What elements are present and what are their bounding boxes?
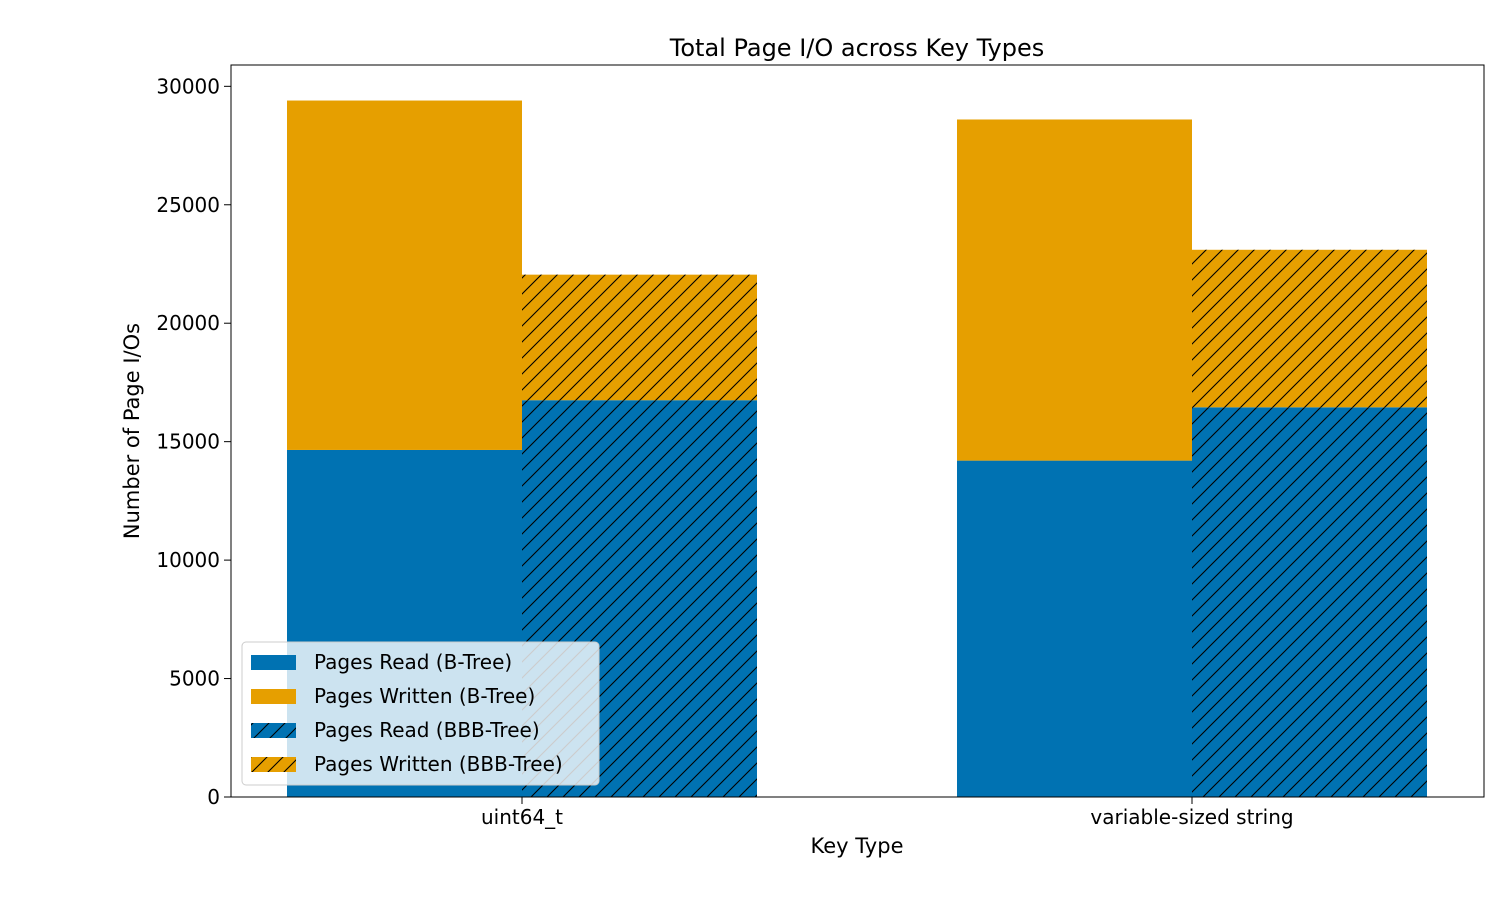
bar-bbb-tree-written-1 xyxy=(522,274,757,401)
legend: Pages Read (B-Tree) Pages Written (B-Tree… xyxy=(241,641,600,786)
y-tick-label: 20000 xyxy=(156,311,220,335)
legend-box xyxy=(241,641,600,786)
legend-label: Pages Written (B-Tree) xyxy=(314,684,535,708)
y-tick-label: 15000 xyxy=(156,430,220,454)
legend-swatch xyxy=(251,655,296,670)
x-tick-label: variable-sized string xyxy=(1090,805,1293,829)
legend-label: Pages Written (BBB-Tree) xyxy=(314,752,563,776)
plot-frame xyxy=(230,64,1485,798)
y-axis: 0 5000 10000 15000 20000 25000 30000 xyxy=(156,74,231,809)
legend-label: Pages Read (B-Tree) xyxy=(314,650,512,674)
y-tick-label: 25000 xyxy=(156,193,220,217)
chart-title: Total Page I/O across Key Types xyxy=(669,34,1044,62)
bars xyxy=(287,100,1427,797)
legend-item: Pages Read (B-Tree) xyxy=(251,650,512,674)
bar-bbb-tree-read-2 xyxy=(1192,407,1427,797)
bar-b-tree-written-2 xyxy=(957,119,1192,461)
bar-bbb-tree-written-2 xyxy=(1192,249,1427,408)
x-tick-label: uint64_t xyxy=(481,805,563,829)
legend-item: Pages Written (BBB-Tree) xyxy=(251,752,563,776)
y-tick-label: 30000 xyxy=(156,74,220,98)
y-tick-label: 0 xyxy=(207,785,220,809)
bar-b-tree-read-2 xyxy=(957,460,1192,797)
legend-label: Pages Read (BBB-Tree) xyxy=(314,718,540,742)
y-tick-label: 10000 xyxy=(156,548,220,572)
x-axis-label: Key Type xyxy=(811,834,904,858)
legend-item: Pages Read (BBB-Tree) xyxy=(251,718,540,742)
bar-b-tree-written-1 xyxy=(287,100,522,450)
legend-swatch xyxy=(251,689,296,704)
legend-item: Pages Written (B-Tree) xyxy=(251,684,535,708)
y-tick-label: 5000 xyxy=(169,667,220,691)
y-axis-label: Number of Page I/Os xyxy=(120,323,144,539)
x-axis: uint64_t variable-sized string xyxy=(481,797,1294,829)
